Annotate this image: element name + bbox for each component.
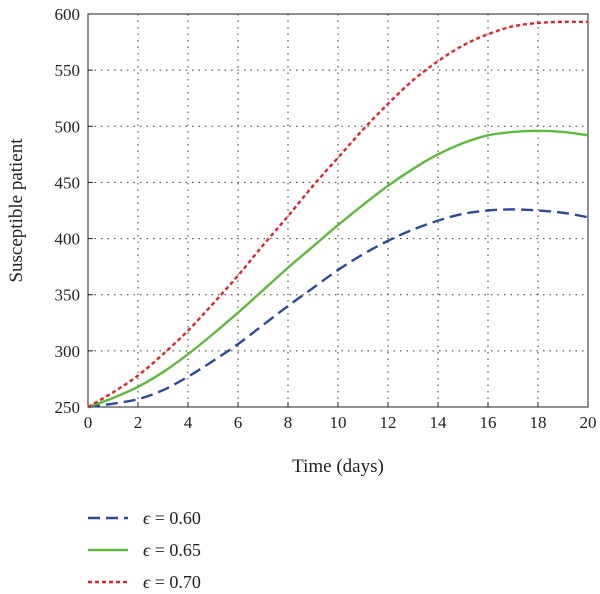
x-tick-label: 2 [134, 413, 143, 432]
axis-ticks: 0 2 4 6 8 10 12 14 16 18 20 250 300 350 400 450 500 550 60… [55, 5, 597, 432]
y-tick-label: 250 [55, 398, 81, 417]
legend: ϵ = 0.60ϵ = 0.65ϵ = 0.70 [88, 508, 201, 592]
y-tick-label: 550 [55, 61, 81, 80]
legend-symbol: ϵ [143, 540, 151, 560]
y-tick-label: 500 [55, 117, 81, 136]
x-tick-label: 20 [580, 413, 597, 432]
legend-value: = 0.60 [150, 508, 201, 528]
legend-value: = 0.70 [150, 572, 201, 592]
y-tick-label: 600 [55, 5, 81, 24]
x-tick-label: 4 [184, 413, 193, 432]
legend-label-2: ϵ = 0.65 [143, 540, 201, 560]
legend-symbol: ϵ [143, 572, 151, 592]
series-line-2 [87, 129, 589, 409]
y-axis-title: Susceptible patient [6, 138, 27, 283]
legend-label-1: ϵ = 0.60 [143, 508, 201, 528]
series-line-3 [87, 20, 589, 409]
x-tick-label: 18 [530, 413, 547, 432]
x-tick-label: 12 [380, 413, 397, 432]
legend-symbol: ϵ [143, 508, 151, 528]
x-tick-label: 6 [234, 413, 243, 432]
x-axis-title: Time (days) [292, 456, 384, 477]
y-tick-label: 350 [55, 286, 81, 305]
y-tick-label: 300 [55, 342, 81, 361]
x-tick-label: 14 [430, 413, 448, 432]
series-lines [87, 20, 589, 409]
x-tick-label: 16 [480, 413, 497, 432]
series-line-1 [87, 208, 589, 409]
x-tick-label: 0 [84, 413, 93, 432]
legend-value: = 0.65 [150, 540, 201, 560]
legend-label-3: ϵ = 0.70 [143, 572, 201, 592]
y-tick-label: 400 [55, 230, 81, 249]
y-tick-label: 450 [55, 173, 81, 192]
x-tick-label: 10 [330, 413, 347, 432]
x-tick-label: 8 [284, 413, 293, 432]
